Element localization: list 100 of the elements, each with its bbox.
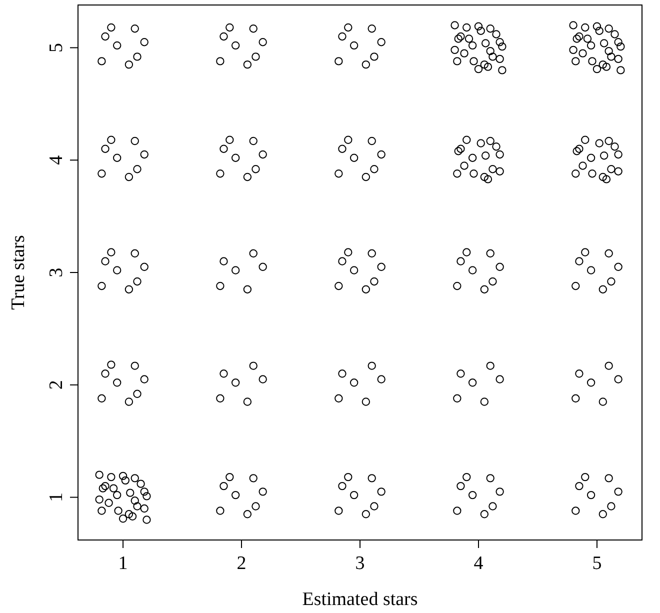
point <box>484 175 492 184</box>
point <box>226 23 234 32</box>
point <box>118 514 128 523</box>
point <box>456 32 465 41</box>
point <box>464 34 474 43</box>
point <box>486 24 494 33</box>
point <box>575 144 584 153</box>
point <box>453 170 462 178</box>
point <box>586 154 596 162</box>
point <box>377 488 386 496</box>
point <box>334 394 343 402</box>
point <box>124 398 134 406</box>
point <box>98 484 107 492</box>
point <box>216 170 224 178</box>
point <box>140 375 148 384</box>
point <box>258 150 267 159</box>
point <box>344 23 352 32</box>
point <box>231 41 240 50</box>
point <box>602 175 611 184</box>
point <box>614 488 622 496</box>
point <box>101 370 110 378</box>
point <box>616 66 625 74</box>
point <box>350 154 358 162</box>
point <box>572 394 580 402</box>
point <box>610 30 619 38</box>
point <box>572 506 580 515</box>
point <box>334 170 343 178</box>
point <box>98 57 106 66</box>
point <box>578 162 587 170</box>
point <box>468 154 477 162</box>
point <box>456 257 465 266</box>
point <box>586 490 596 500</box>
point <box>569 46 578 54</box>
point <box>107 136 116 144</box>
point <box>572 34 581 43</box>
point <box>572 170 580 178</box>
point <box>486 46 494 56</box>
point <box>377 38 386 46</box>
point <box>98 170 106 178</box>
point <box>362 172 370 182</box>
point <box>252 52 260 61</box>
point <box>133 502 142 510</box>
point <box>130 136 139 146</box>
point <box>614 167 622 176</box>
point <box>220 32 228 41</box>
point <box>338 144 346 153</box>
point <box>453 394 462 402</box>
point <box>453 282 462 290</box>
point <box>140 150 148 159</box>
point <box>598 510 607 518</box>
point <box>602 62 611 71</box>
point <box>368 362 376 370</box>
point <box>107 472 116 482</box>
x-tick-label: 3 <box>355 553 365 574</box>
point <box>598 285 607 294</box>
point <box>484 62 492 71</box>
point <box>362 285 370 294</box>
point <box>581 136 590 144</box>
point <box>480 398 489 406</box>
point <box>362 510 370 518</box>
point <box>350 378 358 387</box>
x-tick-label: 4 <box>474 553 484 574</box>
point <box>128 512 137 520</box>
point <box>592 64 602 74</box>
point <box>614 375 622 384</box>
point <box>616 42 625 51</box>
point <box>456 482 465 490</box>
point <box>453 57 462 66</box>
point <box>344 472 352 482</box>
x-tick-label: 2 <box>236 553 246 574</box>
point <box>113 490 122 500</box>
point <box>476 139 485 148</box>
point <box>480 60 489 69</box>
point <box>496 488 504 496</box>
point <box>604 362 613 370</box>
point <box>258 488 267 496</box>
point <box>377 375 386 384</box>
point <box>338 482 346 490</box>
point <box>496 54 504 64</box>
point <box>231 490 240 500</box>
point <box>488 165 497 174</box>
point <box>258 262 267 271</box>
point <box>598 172 607 182</box>
point <box>600 39 608 48</box>
point <box>572 57 580 66</box>
point <box>113 266 122 274</box>
point <box>614 54 622 64</box>
point <box>142 516 151 524</box>
point <box>578 49 587 58</box>
point <box>226 136 234 144</box>
point <box>362 398 370 406</box>
point <box>362 60 370 69</box>
point <box>604 136 613 146</box>
point <box>252 502 260 510</box>
point <box>370 165 378 174</box>
point <box>113 378 122 387</box>
point <box>468 490 477 500</box>
point <box>598 398 607 406</box>
point <box>334 57 343 66</box>
point <box>98 282 106 290</box>
